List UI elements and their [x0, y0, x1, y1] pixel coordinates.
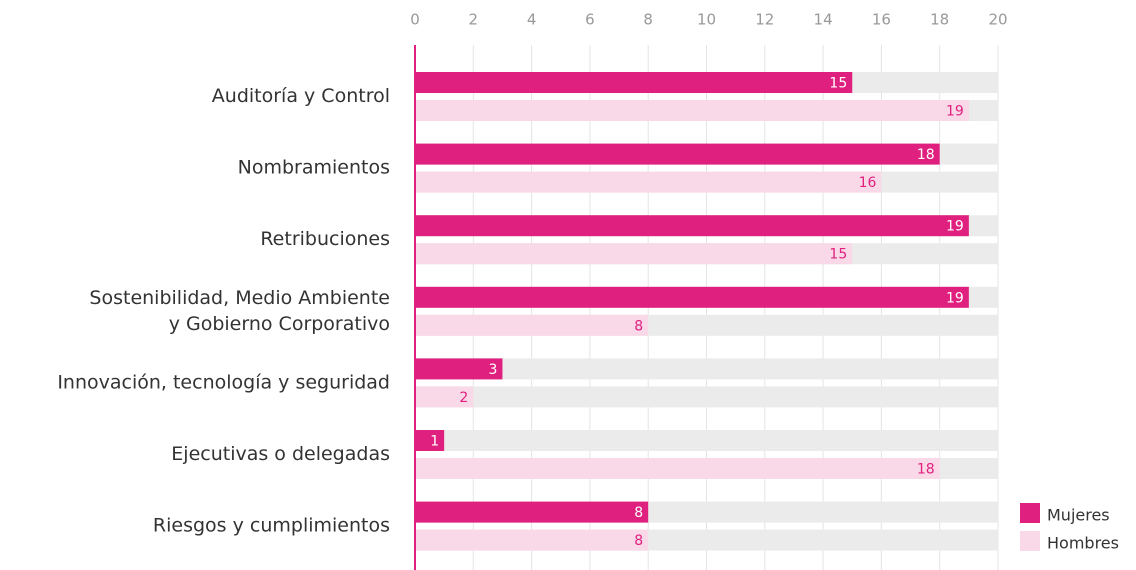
value-label: 18: [917, 147, 935, 163]
bar: [415, 100, 969, 121]
value-label: 8: [634, 533, 643, 549]
bar: [415, 143, 940, 165]
bar: [415, 72, 853, 93]
value-label: 2: [459, 390, 468, 406]
category-label: Riesgos y cumplimientos: [153, 514, 390, 536]
bar: [415, 171, 882, 193]
x-tick-label: 16: [872, 11, 891, 29]
value-label: 18: [917, 462, 935, 478]
x-tick-label: 20: [988, 11, 1007, 29]
bar: [415, 529, 649, 551]
bar: [415, 386, 474, 408]
category-label: Nombramientos: [238, 156, 390, 178]
value-label: 8: [634, 318, 643, 334]
category-label: Innovación, tecnología y seguridad: [57, 371, 390, 393]
legend-swatch: [1020, 531, 1040, 551]
category-label: Ejecutivas o delegadas: [171, 443, 390, 465]
category-label: Retribuciones: [260, 228, 390, 250]
x-tick-label: 6: [585, 11, 595, 29]
bar-track: [415, 430, 998, 451]
bar: [415, 501, 649, 523]
value-label: 15: [829, 76, 847, 92]
value-label: 3: [489, 362, 498, 378]
value-label: 16: [859, 175, 877, 191]
x-tick-label: 10: [697, 11, 716, 29]
x-tick-label: 2: [469, 11, 479, 29]
x-tick-label: 14: [814, 11, 833, 29]
bar: [415, 243, 853, 265]
value-label: 1: [430, 434, 439, 450]
bar: [415, 286, 969, 308]
category-label: Sostenibilidad, Medio Ambiente y Gobierno…: [89, 286, 390, 334]
x-tick-label: 8: [643, 11, 653, 29]
legend-label: Hombres: [1047, 534, 1119, 553]
value-label: 19: [946, 290, 964, 306]
x-tick-label: 0: [410, 11, 420, 29]
value-label: 8: [634, 505, 643, 521]
category-label: Auditoría y Control: [212, 85, 390, 107]
value-label: 19: [946, 104, 964, 120]
x-tick-label: 18: [930, 11, 949, 29]
bar: [415, 430, 445, 451]
value-label: 19: [946, 219, 964, 235]
x-tick-label: 4: [527, 11, 537, 29]
value-label: 15: [829, 247, 847, 263]
legend-swatch: [1020, 503, 1040, 523]
bar: [415, 215, 969, 237]
legend-label: Mujeres: [1047, 506, 1110, 525]
bar-track: [415, 386, 998, 408]
bar: [415, 314, 649, 336]
bar-track: [415, 358, 998, 380]
bar: [415, 358, 503, 380]
x-tick-label: 12: [755, 11, 774, 29]
bar: [415, 458, 940, 479]
